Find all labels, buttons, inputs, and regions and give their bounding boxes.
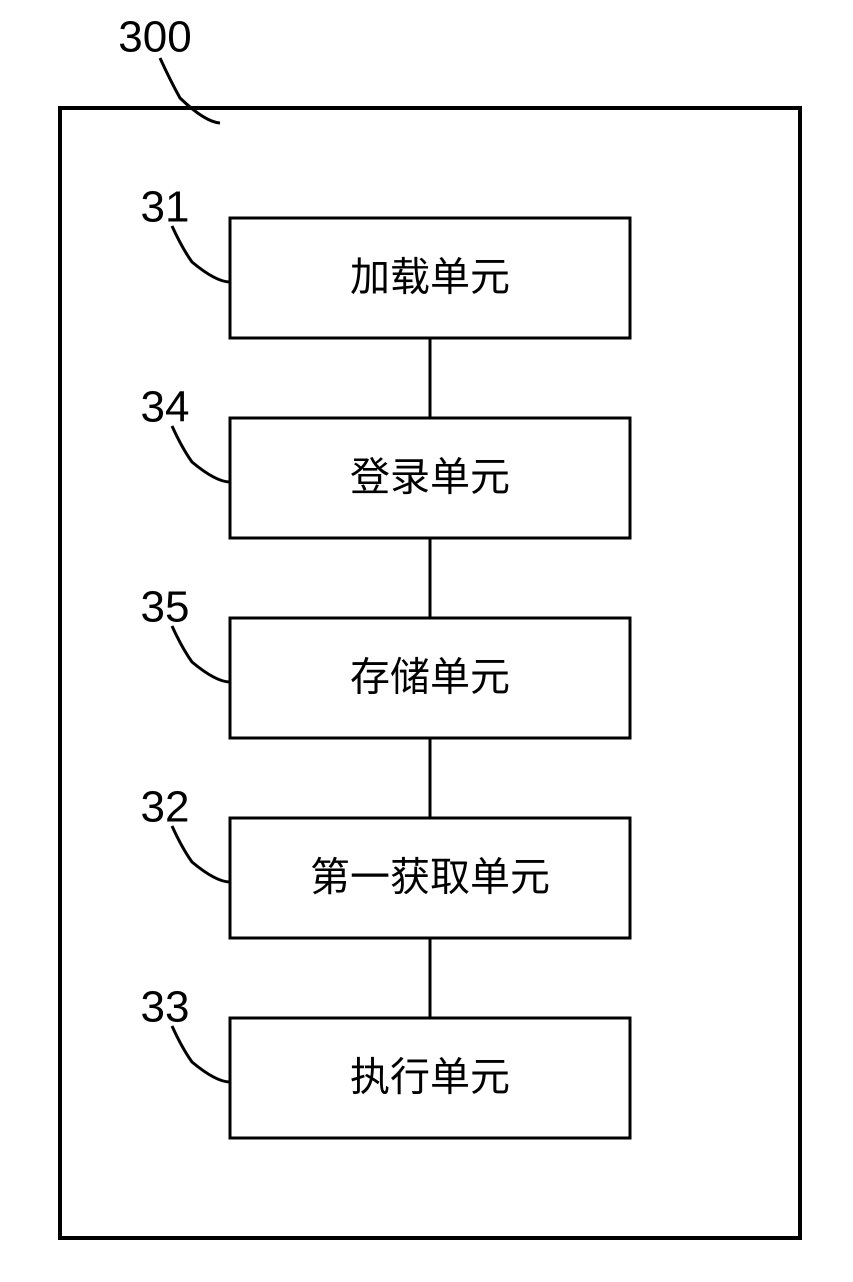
- block-node: 执行单元 33: [141, 983, 630, 1138]
- block-label: 加载单元: [350, 256, 510, 300]
- block-ref-leader: [172, 226, 230, 282]
- block-ref-leader: [172, 1026, 230, 1082]
- block-label: 第一获取单元: [310, 856, 550, 900]
- block-diagram: 300 加载单元 31 登录单元 34 存储单元 35 第一获取单元 32 执行单元 33: [0, 0, 853, 1282]
- block-label: 登录单元: [350, 456, 510, 500]
- block-node: 登录单元 34: [141, 383, 630, 538]
- block-node: 加载单元 31: [141, 183, 630, 338]
- block-node: 存储单元 35: [141, 583, 630, 738]
- block-ref-label: 32: [141, 783, 190, 832]
- block-ref-label: 33: [141, 983, 190, 1032]
- block-ref-leader: [172, 626, 230, 682]
- block-label: 执行单元: [350, 1056, 510, 1100]
- block-ref-leader: [172, 426, 230, 482]
- block-ref-label: 31: [141, 183, 190, 232]
- block-node: 第一获取单元 32: [141, 783, 630, 938]
- block-label: 存储单元: [350, 656, 510, 700]
- block-ref-label: 35: [141, 583, 190, 632]
- outer-ref-leader: [160, 58, 220, 123]
- block-ref-leader: [172, 826, 230, 882]
- outer-ref-label: 300: [118, 13, 191, 62]
- block-ref-label: 34: [141, 383, 190, 432]
